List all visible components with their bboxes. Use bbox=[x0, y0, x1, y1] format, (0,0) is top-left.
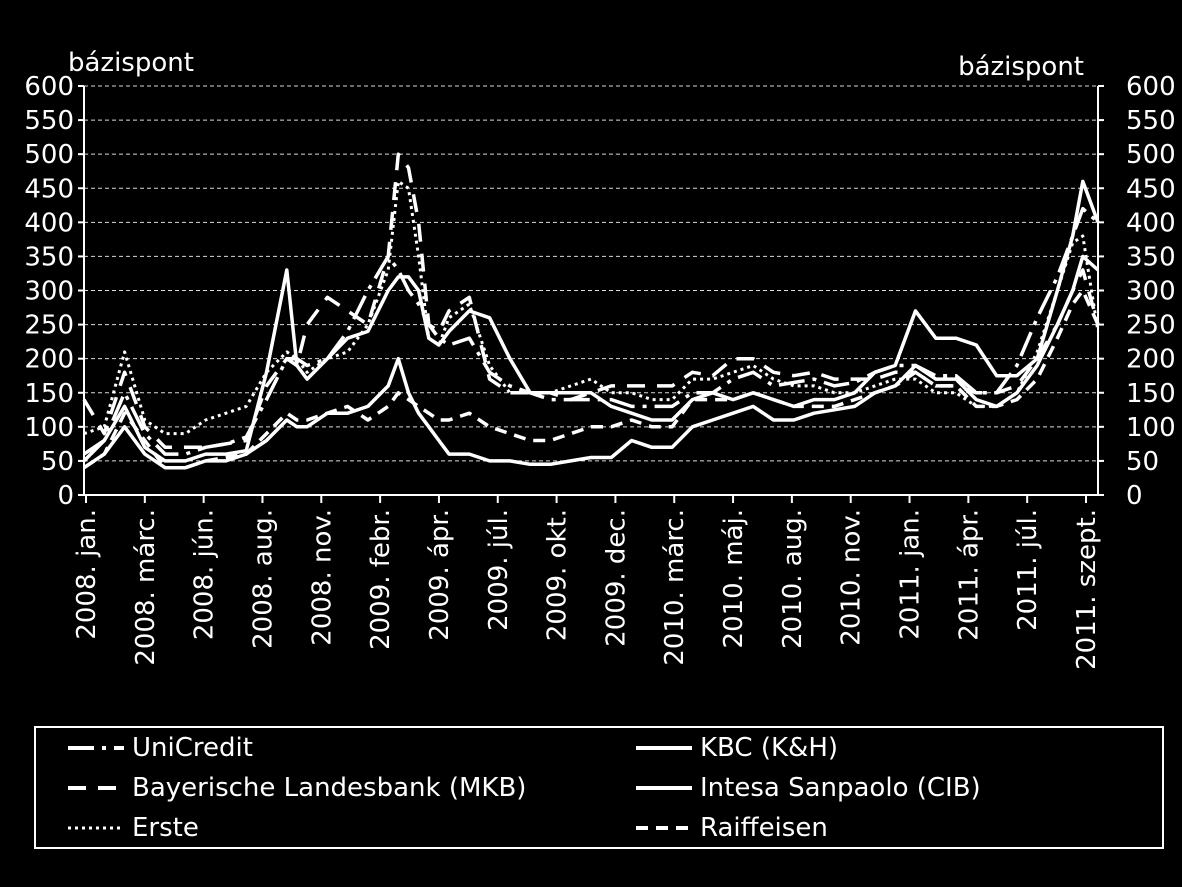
x-tick-label: 2009. ápr. bbox=[425, 509, 455, 641]
legend-item-intesa: Intesa Sanpaolo (CIB) bbox=[634, 768, 981, 808]
x-tick-label: 2010. máj. bbox=[719, 509, 749, 648]
y-tick-label-left: 50 bbox=[41, 447, 74, 477]
y-tick-label-left: 400 bbox=[24, 208, 74, 238]
x-tick-label: 2011. júl. bbox=[1013, 509, 1043, 631]
legend-item-unicredit: UniCredit bbox=[66, 728, 253, 768]
y-tick-label-left: 600 bbox=[24, 72, 74, 102]
y-tick-label-left: 0 bbox=[57, 481, 74, 511]
y-tick-label-left: 300 bbox=[24, 277, 74, 307]
y-tick-label-right: 400 bbox=[1126, 208, 1176, 238]
y-tick-label-right: 100 bbox=[1126, 413, 1176, 443]
y-tick-label-left: 250 bbox=[24, 311, 74, 341]
series-line-erste bbox=[83, 179, 1100, 436]
legend-swatch-bayerische bbox=[68, 786, 124, 790]
line-chart: 0 50 100 150 200 250 300 350 400 450 500 550 600 0 50… bbox=[24, 72, 1176, 670]
x-tick-label: 2010. nov. bbox=[837, 509, 867, 646]
y-tick-label-right: 150 bbox=[1126, 379, 1176, 409]
x-tick-label: 2009. júl. bbox=[484, 509, 514, 631]
x-tick-label: 2011. jan. bbox=[896, 509, 926, 640]
series-line-raiffeisen bbox=[83, 288, 1100, 470]
y-tick-label-right: 350 bbox=[1126, 242, 1176, 272]
legend-swatch-erste bbox=[68, 826, 124, 830]
x-axis-ticks: 2008. jan. 2008. márc. 2008. jún. 2008. aug… bbox=[72, 495, 1102, 670]
x-tick-label: 2008. nov. bbox=[307, 509, 337, 646]
x-tick-label: 2008. márc. bbox=[131, 509, 161, 666]
y-tick-label-right: 550 bbox=[1126, 106, 1176, 136]
x-tick-label: 2009. okt. bbox=[543, 509, 573, 641]
y-tick-label-right: 450 bbox=[1126, 174, 1176, 204]
legend-item-kbc: KBC (K&H) bbox=[634, 728, 838, 768]
y-tick-label-right: 200 bbox=[1126, 345, 1176, 375]
legend-item-bayerische: Bayerische Landesbank (MKB) bbox=[66, 768, 526, 808]
y-tick-label-left: 350 bbox=[24, 242, 74, 272]
legend-label-raiffeisen: Raiffeisen bbox=[700, 813, 828, 843]
x-tick-label: 2010. aug. bbox=[778, 509, 808, 649]
y-tick-label-left: 150 bbox=[24, 379, 74, 409]
y-tick-label-left: 500 bbox=[24, 140, 74, 170]
legend-label-erste: Erste bbox=[132, 813, 199, 843]
legend-item-erste: Erste bbox=[66, 808, 199, 848]
x-tick-label: 2009. febr. bbox=[366, 509, 396, 650]
right-axis-unit-label: bázispont bbox=[958, 52, 1084, 82]
legend: UniCredit Bayerische Landesbank (MKB) Er… bbox=[34, 726, 1164, 849]
y-tick-label-right: 0 bbox=[1126, 481, 1143, 511]
legend-swatch-unicredit bbox=[68, 746, 124, 750]
x-tick-label: 2011. ápr. bbox=[954, 509, 984, 641]
x-tick-label: 2008. aug. bbox=[248, 509, 278, 649]
right-y-axis-ticks: 0 50 100 150 200 250 300 350 400 450 500 550 600 bbox=[1098, 72, 1176, 511]
gridlines bbox=[84, 85, 1098, 462]
y-tick-label-right: 250 bbox=[1126, 311, 1176, 341]
series-line-bayerische-landesbank-mkb bbox=[82, 152, 1100, 450]
legend-label-intesa: Intesa Sanpaolo (CIB) bbox=[700, 773, 981, 803]
legend-label-kbc: KBC (K&H) bbox=[700, 733, 839, 763]
y-tick-label-left: 450 bbox=[24, 174, 74, 204]
legend-swatch-raiffeisen bbox=[636, 826, 692, 830]
left-y-axis-ticks: 0 50 100 150 200 250 300 350 400 450 500 550 600 bbox=[24, 72, 84, 511]
series-line-unicredit bbox=[83, 206, 1100, 456]
left-axis-unit-label: bázispont bbox=[68, 48, 194, 78]
y-tick-label-left: 200 bbox=[24, 345, 74, 375]
legend-item-raiffeisen: Raiffeisen bbox=[634, 808, 828, 848]
series-line-kbc-k-h bbox=[82, 179, 1100, 463]
x-tick-label: 2008. jan. bbox=[72, 509, 102, 640]
y-tick-label-right: 300 bbox=[1126, 277, 1176, 307]
x-tick-label: 2009. dec. bbox=[601, 509, 631, 647]
y-tick-label-right: 600 bbox=[1126, 72, 1176, 102]
y-tick-label-right: 500 bbox=[1126, 140, 1176, 170]
legend-swatch-intesa bbox=[636, 786, 692, 790]
series-line-intesa-sanpaolo-cib bbox=[83, 254, 1100, 470]
y-tick-label-left: 550 bbox=[24, 106, 74, 136]
legend-swatch-kbc bbox=[636, 746, 692, 750]
legend-label-unicredit: UniCredit bbox=[132, 733, 253, 763]
y-tick-label-left: 100 bbox=[24, 413, 74, 443]
x-tick-label: 2008. jún. bbox=[190, 509, 220, 640]
x-tick-label: 2011. szept. bbox=[1072, 509, 1102, 670]
legend-label-bayerische: Bayerische Landesbank (MKB) bbox=[132, 773, 527, 803]
y-tick-label-right: 50 bbox=[1126, 447, 1159, 477]
series-lines bbox=[82, 152, 1100, 470]
x-tick-label: 2010. márc. bbox=[660, 509, 690, 666]
